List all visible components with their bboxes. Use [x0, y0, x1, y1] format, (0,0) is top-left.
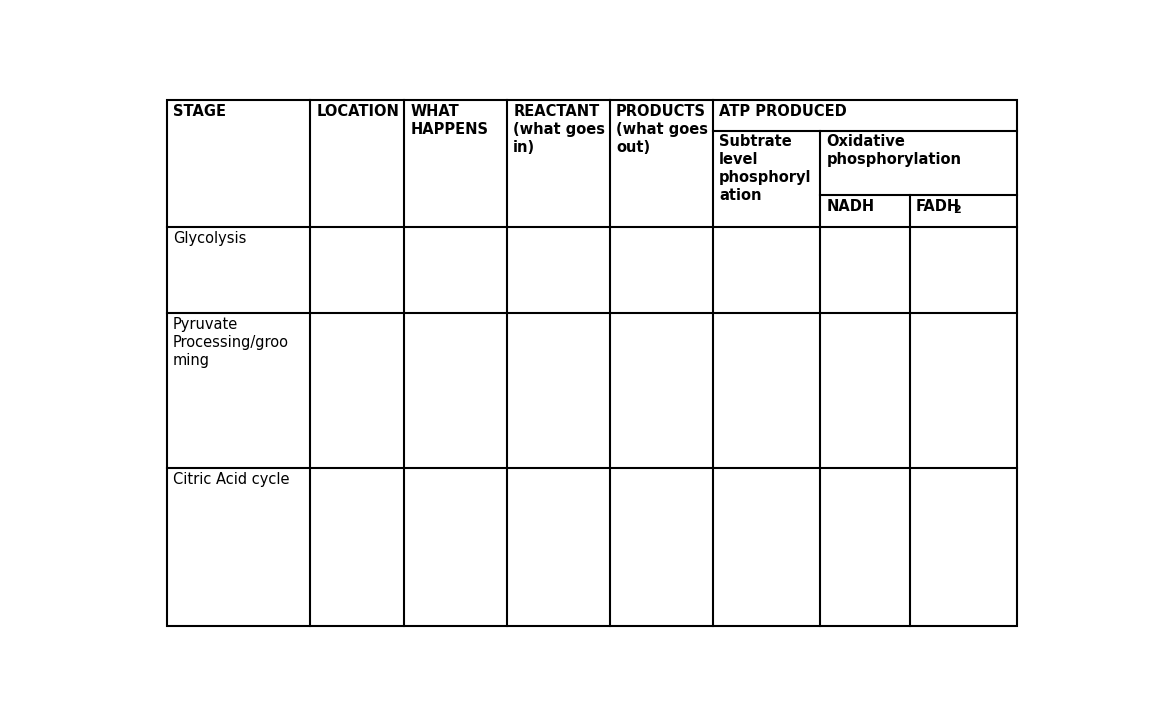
Text: NADH: NADH	[827, 199, 874, 214]
Text: Pyruvate
Processing/groo
ming: Pyruvate Processing/groo ming	[173, 317, 289, 368]
Text: FADH: FADH	[916, 199, 960, 214]
Text: ATP PRODUCED: ATP PRODUCED	[720, 104, 847, 119]
Text: STAGE: STAGE	[173, 104, 226, 119]
Text: Subtrate
level
phosphoryl
ation: Subtrate level phosphoryl ation	[720, 134, 812, 203]
Text: Oxidative
phosphorylation: Oxidative phosphorylation	[827, 134, 961, 168]
Text: WHAT
HAPPENS: WHAT HAPPENS	[410, 104, 489, 137]
Text: PRODUCTS
(what goes
out): PRODUCTS (what goes out)	[616, 104, 708, 155]
Text: Citric Acid cycle: Citric Acid cycle	[173, 472, 290, 487]
Text: 2: 2	[954, 205, 961, 215]
Text: Glycolysis: Glycolysis	[173, 232, 246, 247]
Text: LOCATION: LOCATION	[316, 104, 400, 119]
Text: REACTANT
(what goes
in): REACTANT (what goes in)	[513, 104, 605, 155]
